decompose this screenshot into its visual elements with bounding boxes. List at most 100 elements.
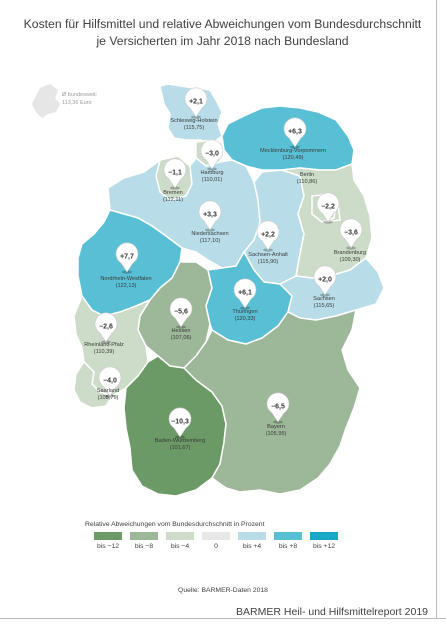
state-name-nw: Nordrhein-Westfalen bbox=[100, 276, 151, 282]
legend-item-4: bis +4 bbox=[234, 532, 270, 550]
title-line-2: je Versicherten im Jahr 2018 nach Bundes… bbox=[96, 34, 349, 48]
deviation-th: +6,1 bbox=[238, 290, 252, 297]
map-pin-bw bbox=[168, 407, 192, 438]
legend-label: bis −8 bbox=[134, 543, 154, 550]
map-pin-th bbox=[233, 278, 257, 309]
legend-label: bis −4 bbox=[170, 543, 190, 550]
map-pin-hh bbox=[200, 139, 224, 170]
deviation-bw: −10,3 bbox=[171, 419, 189, 426]
legend-swatch bbox=[166, 532, 194, 540]
legend-swatch bbox=[202, 532, 230, 540]
map-pin-be bbox=[316, 192, 340, 223]
deviation-st: +2,2 bbox=[261, 232, 275, 239]
state-name-ni: Niedersachsen bbox=[191, 231, 228, 237]
state-value-ni: (117,10) bbox=[200, 238, 221, 244]
legend-item-6: bis +12 bbox=[306, 532, 342, 550]
map-pin-sl bbox=[98, 366, 122, 397]
state-value-by: (105,95) bbox=[266, 431, 287, 437]
map-pin-sn bbox=[313, 265, 337, 296]
state-name-he: Hessen bbox=[172, 328, 191, 334]
state-value-st: (115,90) bbox=[258, 259, 279, 265]
state-value-be: (110,86) bbox=[297, 179, 318, 185]
deviation-ni: +3,3 bbox=[203, 212, 217, 219]
map-pin-he bbox=[169, 297, 193, 328]
state-value-sh: (115,75) bbox=[184, 125, 205, 131]
source-note: Quelle: BARMER-Daten 2018 bbox=[178, 587, 268, 594]
deviation-hb: −1,1 bbox=[168, 170, 182, 177]
map-pin-rp bbox=[94, 312, 118, 343]
map-pin-ni bbox=[198, 200, 222, 231]
deviation-mv: +6,3 bbox=[288, 129, 302, 136]
legend-item-2: bis −4 bbox=[162, 532, 198, 550]
map-title: Kosten für Hilfsmittel und relative Abwe… bbox=[20, 16, 425, 50]
legend-label: bis +8 bbox=[278, 543, 298, 550]
footer-publication: BARMER Heil- und Hilfsmittelreport 2019 bbox=[236, 606, 428, 618]
inset-label-line2: 113,36 Euro bbox=[62, 100, 92, 106]
state-name-by: Bayern bbox=[267, 424, 285, 430]
deviation-nw: +7,7 bbox=[120, 254, 134, 261]
frame-line-right bbox=[436, 0, 437, 618]
deviation-by: −6,5 bbox=[271, 404, 285, 411]
state-value-hb: (112,11) bbox=[163, 197, 183, 203]
legend-swatch bbox=[238, 532, 266, 540]
frame-line-bottom bbox=[0, 618, 446, 619]
state-value-he: (107,06) bbox=[171, 335, 192, 341]
state-name-st: Sachsen-Anhalt bbox=[248, 252, 288, 258]
state-value-sl: (108,79) bbox=[98, 395, 119, 401]
state-value-bw: (101,67) bbox=[170, 445, 191, 451]
legend-label: bis +12 bbox=[312, 543, 336, 550]
map-pin-mv bbox=[283, 117, 307, 148]
deviation-sh: +2,1 bbox=[189, 99, 203, 106]
title-line-1: Kosten für Hilfsmittel und relative Abwe… bbox=[23, 17, 422, 31]
state-value-bb: (109,30) bbox=[340, 257, 361, 263]
map-pin-bb bbox=[339, 218, 363, 249]
legend-item-3: 0 bbox=[198, 532, 234, 550]
state-value-mv: (120,49) bbox=[283, 155, 304, 161]
map-pin-st bbox=[256, 220, 280, 251]
state-name-bw: Baden-Württemberg bbox=[155, 438, 205, 444]
deviation-sn: +2,0 bbox=[318, 277, 332, 284]
legend-item-5: bis +8 bbox=[270, 532, 306, 550]
deviation-hh: −3,0 bbox=[205, 151, 219, 158]
deviation-bb: −3,6 bbox=[344, 230, 358, 237]
legend-label: 0 bbox=[214, 543, 218, 550]
map-pin-sh bbox=[184, 87, 208, 118]
legend: bis −12 bis −8 bis −4 0 bis +4 bis +8 bis +12 bbox=[90, 532, 342, 550]
map-pin-by bbox=[266, 392, 290, 423]
state-value-sn: (115,65) bbox=[314, 303, 335, 309]
state-value-rp: (110,39) bbox=[94, 349, 115, 355]
inset-germany-shape bbox=[32, 84, 60, 118]
state-name-be: Berlin bbox=[300, 172, 314, 178]
state-name-bb: Brandenburg bbox=[334, 250, 366, 256]
state-name-th: Thüringen bbox=[232, 309, 257, 315]
state-saarland bbox=[73, 361, 113, 409]
map-pin-hb bbox=[163, 158, 187, 189]
deviation-rp: −2,6 bbox=[99, 324, 113, 331]
deviation-he: −5,6 bbox=[174, 309, 188, 316]
deviation-be: −2,2 bbox=[321, 204, 335, 211]
state-name-hh: Hamburg bbox=[200, 170, 223, 176]
legend-swatch bbox=[274, 532, 302, 540]
state-name-mv: Mecklenburg-Vorpommern bbox=[260, 148, 326, 154]
state-name-sh: Schleswig-Holstein bbox=[170, 118, 217, 124]
state-value-th: (120,33) bbox=[235, 316, 256, 322]
map-pin-nw bbox=[115, 242, 139, 273]
legend-label: bis −12 bbox=[96, 543, 120, 550]
state-name-hb: Bremen bbox=[163, 190, 183, 196]
legend-swatch bbox=[130, 532, 158, 540]
legend-swatch bbox=[94, 532, 122, 540]
legend-label: bis +4 bbox=[242, 543, 262, 550]
legend-title: Relative Abweichungen vom Bundesdurchsch… bbox=[85, 521, 265, 528]
deviation-sl: −4,0 bbox=[103, 378, 117, 385]
state-value-nw: (122,13) bbox=[116, 283, 137, 289]
legend-swatch bbox=[310, 532, 338, 540]
legend-item-0: bis −12 bbox=[90, 532, 126, 550]
inset-label-line1: Ø bundesweit: bbox=[62, 92, 98, 98]
state-name-rp: Rheinland-Pfalz bbox=[84, 342, 124, 348]
state-value-hh: (110,01) bbox=[202, 177, 223, 183]
state-mecklenburg-vorpommern bbox=[221, 105, 355, 171]
state-name-sl: Saarland bbox=[97, 388, 119, 394]
state-name-sn: Sachsen bbox=[313, 296, 335, 302]
